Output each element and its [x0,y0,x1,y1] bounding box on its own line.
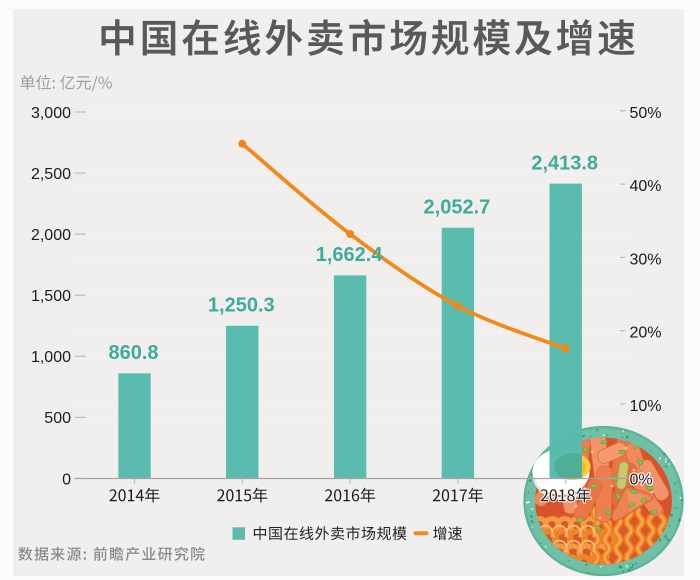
svg-text:0: 0 [62,471,71,488]
svg-text:2,000: 2,000 [31,227,71,244]
svg-text:1,000: 1,000 [31,349,71,366]
svg-text:1,662.4: 1,662.4 [316,244,384,266]
svg-text:1,500: 1,500 [31,288,71,305]
svg-text:50%: 50% [630,105,662,122]
svg-text:2,500: 2,500 [31,166,71,183]
svg-text:860.8: 860.8 [108,342,158,364]
svg-text:3,000: 3,000 [31,105,71,122]
svg-text:30%: 30% [630,251,662,268]
svg-text:40%: 40% [630,178,662,195]
svg-text:0%: 0% [630,471,653,488]
svg-text:2,052.7: 2,052.7 [424,196,491,218]
svg-text:10%: 10% [630,398,662,415]
svg-text:20%: 20% [630,325,662,342]
svg-text:1,250.3: 1,250.3 [208,295,275,317]
svg-text:500: 500 [44,410,71,427]
svg-text:2,413.8: 2,413.8 [531,152,598,174]
